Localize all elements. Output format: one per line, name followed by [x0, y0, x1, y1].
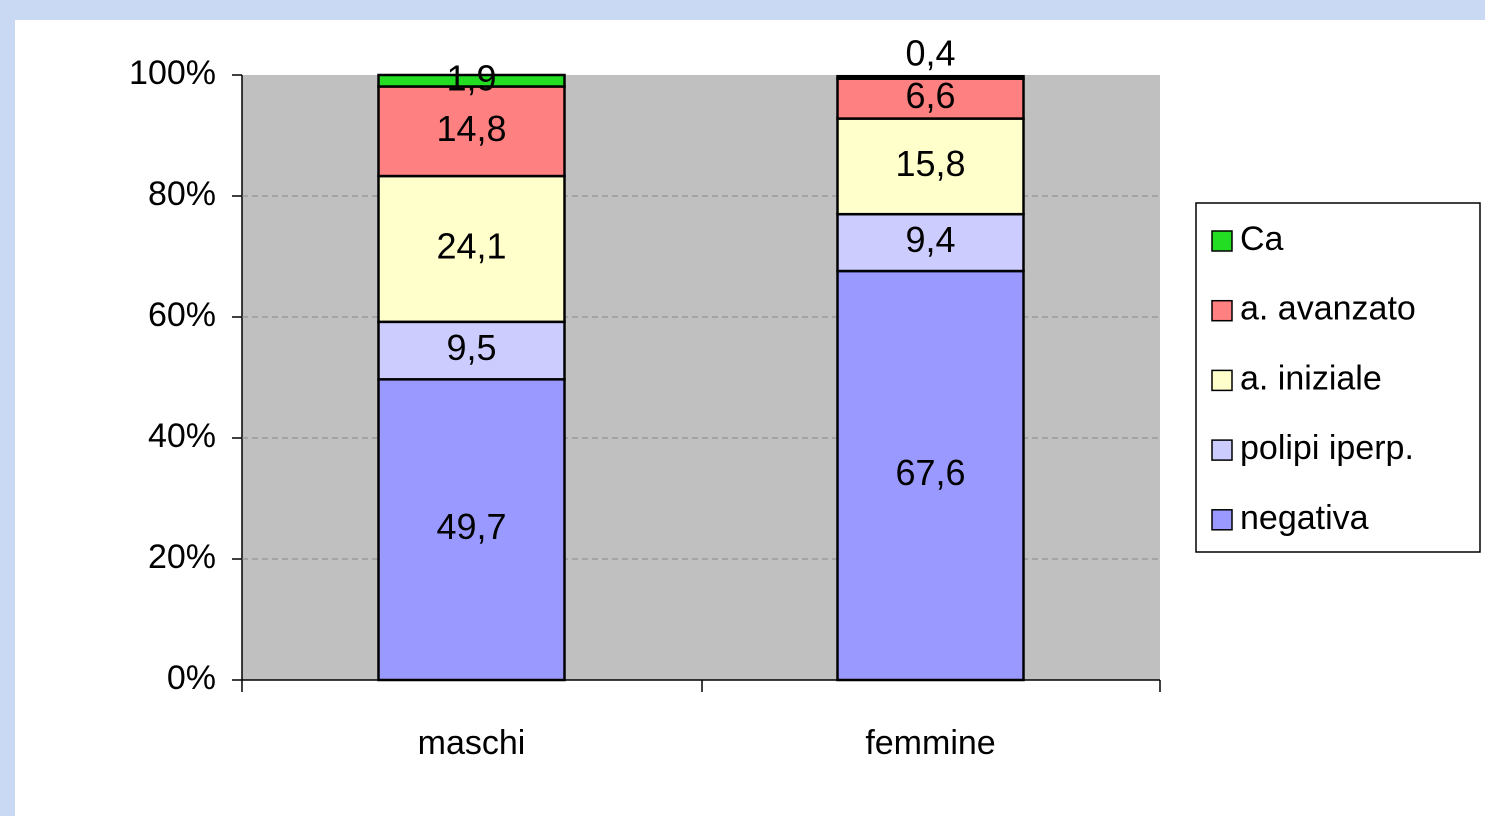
legend-swatch: [1211, 509, 1233, 531]
data-label: 9,5: [446, 327, 496, 368]
bar-segment: [377, 378, 566, 682]
data-label: 1,9: [446, 57, 496, 98]
legend-label: negativa: [1240, 499, 1369, 537]
x-tick-label: maschi: [418, 724, 526, 762]
legend-swatch: [1211, 299, 1233, 322]
y-tick-label: 80%: [148, 175, 216, 213]
legend-swatch: [1211, 230, 1233, 252]
legend-label: Ca: [1240, 220, 1284, 258]
bar-segment: [836, 77, 1025, 120]
y-tick-label: 100%: [129, 54, 216, 92]
bar-segment: [836, 117, 1025, 216]
legend-swatch: [1211, 369, 1233, 392]
data-label: 14,8: [436, 108, 506, 149]
legend-swatch: [1211, 439, 1233, 461]
y-tick-label: 0%: [167, 659, 216, 697]
data-label: 24,1: [436, 225, 506, 266]
legend-box: [1195, 202, 1481, 553]
data-label: 0,4: [905, 33, 955, 74]
bar-segment: [836, 74, 1025, 80]
data-label: 9,4: [905, 219, 955, 260]
bar-segment: [377, 73, 566, 88]
data-label: 6,6: [905, 75, 955, 116]
y-tick-label: 20%: [148, 538, 216, 576]
bar-segment: [377, 320, 566, 381]
data-label: 15,8: [895, 143, 965, 184]
legend-label: a. iniziale: [1240, 359, 1382, 397]
data-label: 67,6: [895, 452, 965, 493]
y-tick-label: 40%: [148, 417, 216, 455]
legend-label: a. avanzato: [1240, 290, 1416, 328]
legend-label: polipi iperp.: [1240, 429, 1414, 467]
x-tick-label: femmine: [865, 724, 995, 762]
bar-segment: [836, 212, 1025, 273]
y-tick-label: 60%: [148, 296, 216, 334]
data-label: 49,7: [436, 506, 506, 547]
